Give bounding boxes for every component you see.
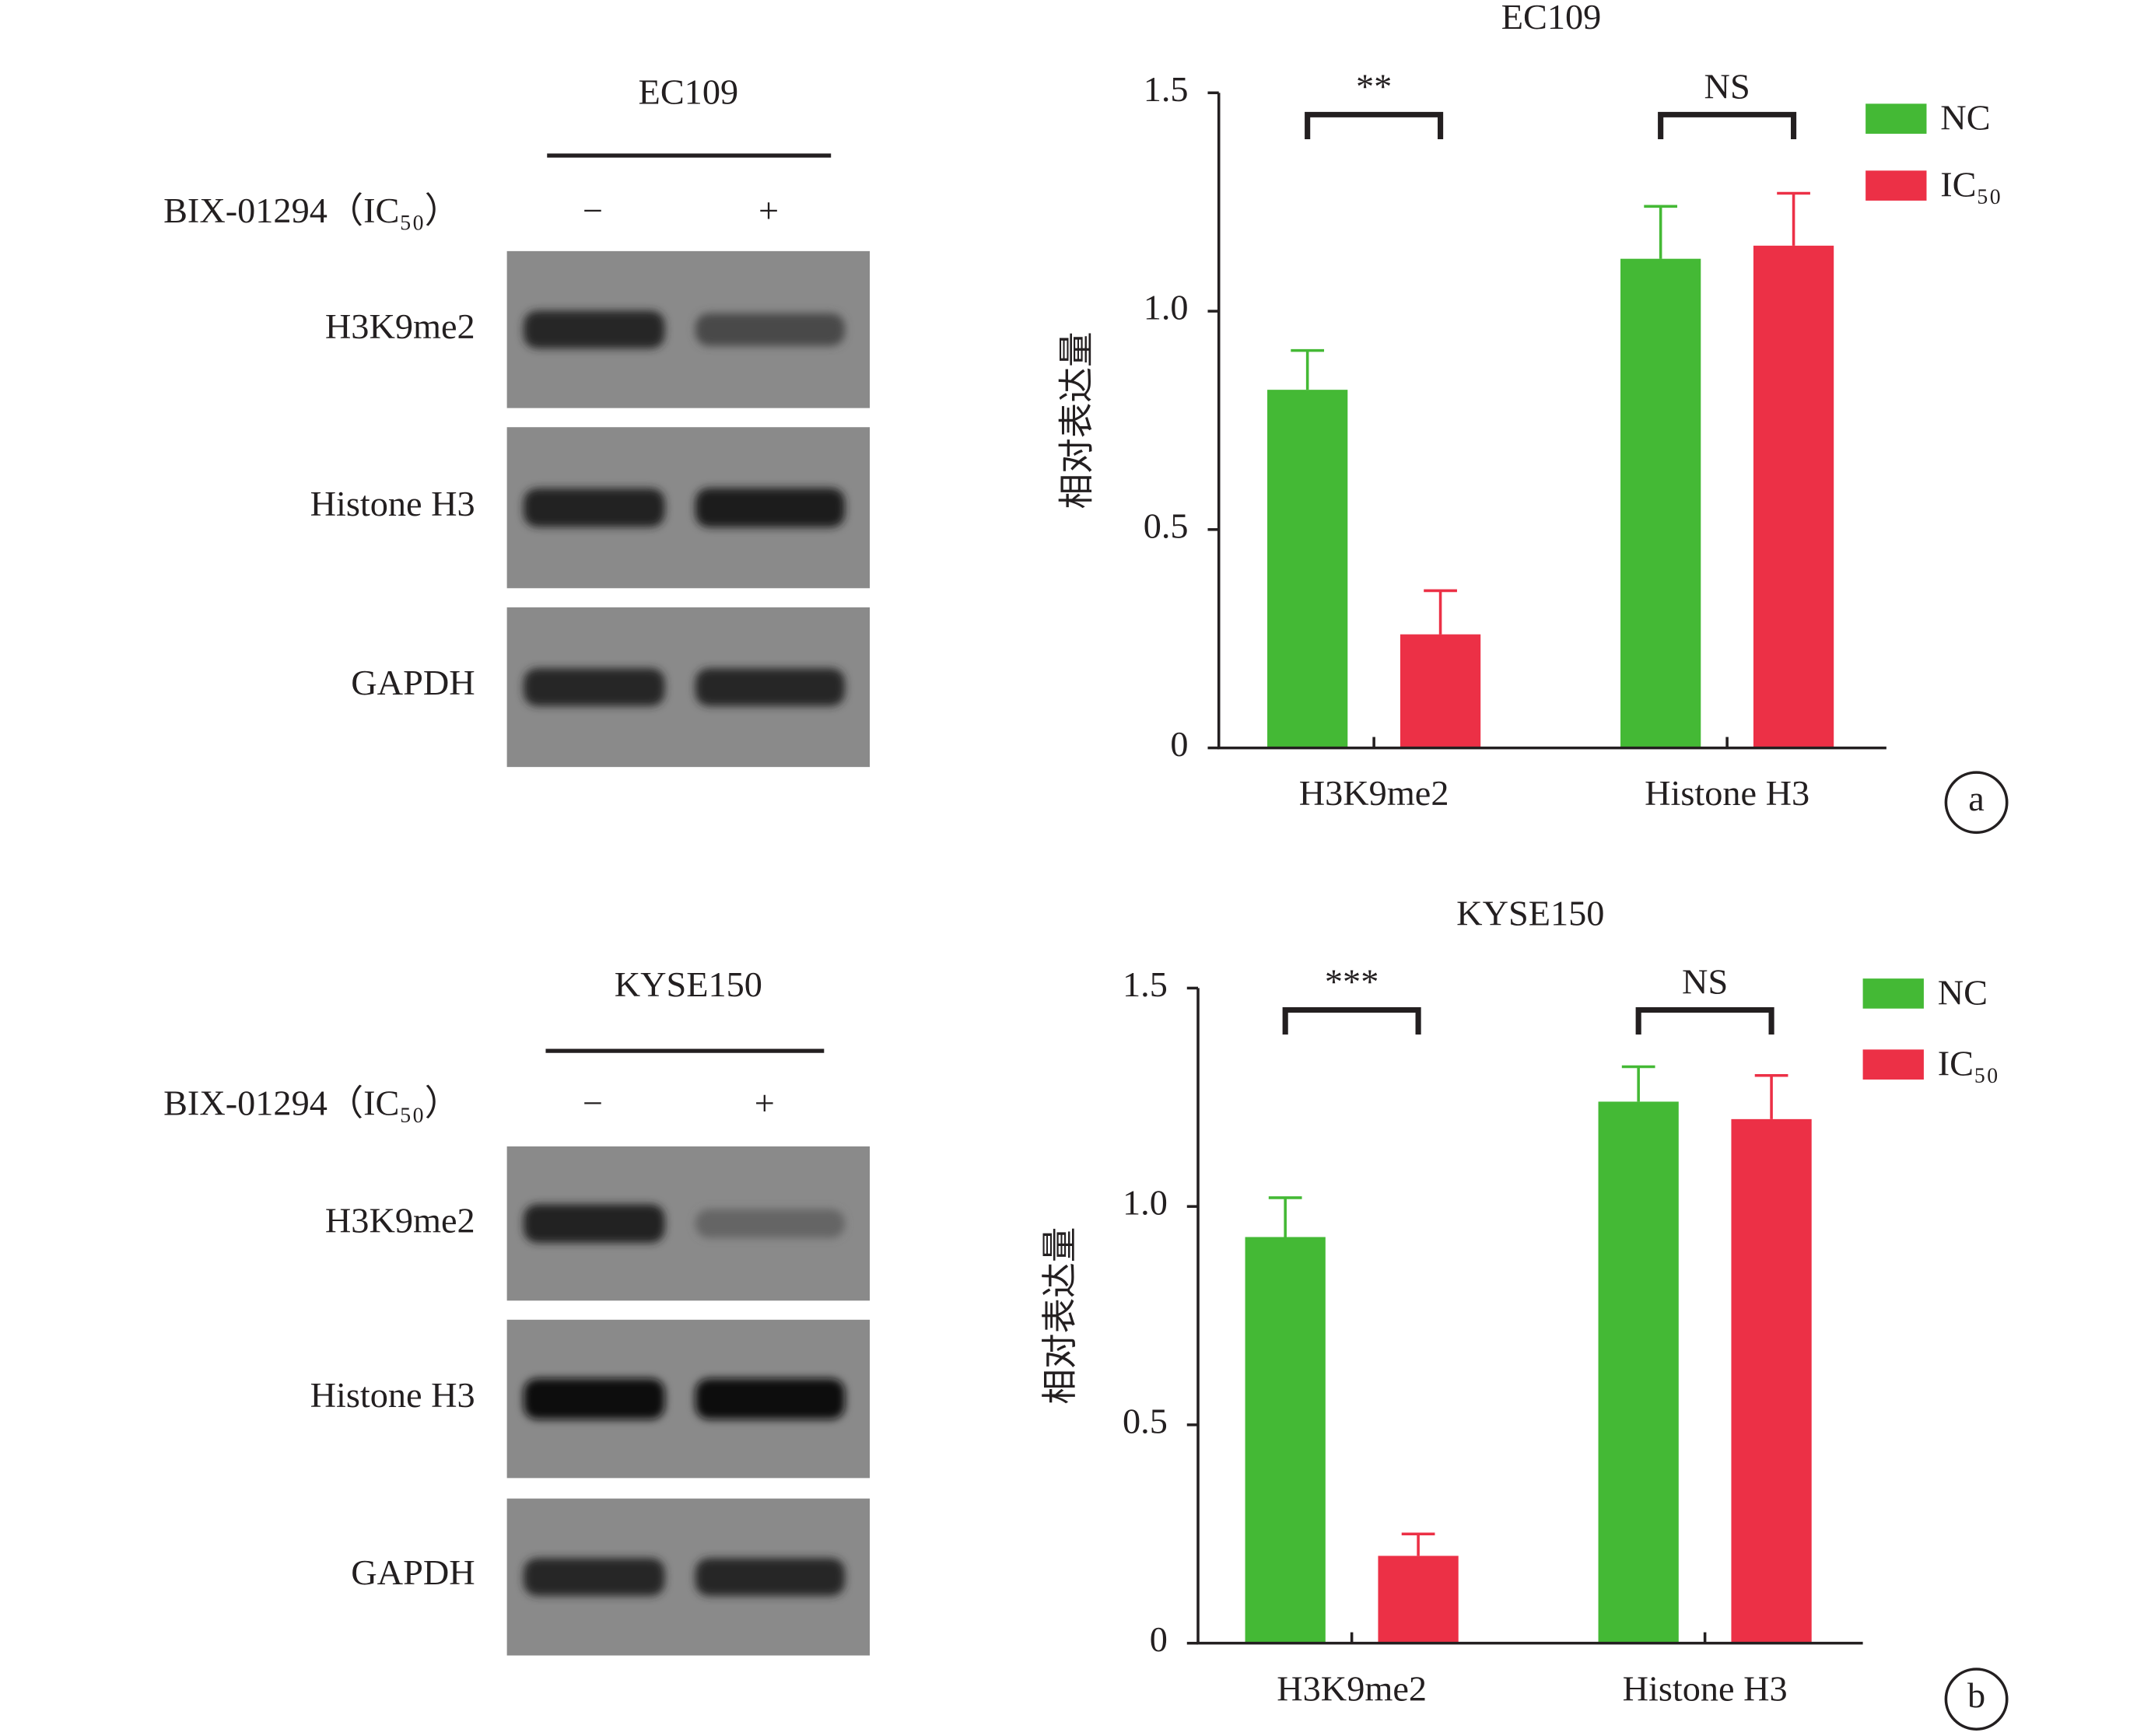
blot-band bbox=[695, 313, 846, 346]
blot-band bbox=[695, 1558, 846, 1596]
bar bbox=[1731, 1118, 1812, 1643]
blot-band bbox=[523, 1558, 665, 1596]
bar bbox=[1245, 1237, 1326, 1643]
error-bar bbox=[1424, 589, 1457, 635]
x-tick-label: H3K9me2 bbox=[1277, 1669, 1427, 1709]
error-bar bbox=[1401, 1532, 1435, 1556]
lane-sign: − bbox=[583, 191, 603, 230]
x-tick-label: Histone H3 bbox=[1623, 1669, 1788, 1709]
panel-circle bbox=[1944, 1668, 2009, 1731]
axes bbox=[1196, 988, 1863, 1645]
y-tick-label: 0 bbox=[1150, 1619, 1168, 1659]
chart-title: KYSE150 bbox=[1456, 894, 1604, 933]
y-tick-label: 1.5 bbox=[1144, 69, 1189, 109]
error-bar bbox=[1754, 1073, 1788, 1119]
blot-band bbox=[523, 668, 665, 706]
error-bar bbox=[1621, 1065, 1655, 1102]
bar bbox=[1400, 634, 1481, 748]
error-bar bbox=[1291, 348, 1325, 390]
lane-sign: + bbox=[755, 1083, 775, 1123]
treatment-label: BIX-01294（IC₅₀） bbox=[163, 191, 461, 230]
blot-band bbox=[523, 1204, 665, 1243]
bar bbox=[1620, 258, 1701, 748]
significance-bracket bbox=[1635, 1006, 1774, 1035]
lane-sign: − bbox=[583, 1083, 603, 1123]
blot-band bbox=[523, 310, 665, 348]
y-tick-label: 0.5 bbox=[1123, 1402, 1168, 1441]
blot-band bbox=[695, 668, 846, 706]
error-bar bbox=[1268, 1196, 1302, 1237]
significance-label: NS bbox=[1682, 962, 1728, 1002]
blot-band bbox=[695, 1378, 846, 1419]
band-label: GAPDH bbox=[351, 663, 475, 702]
significance-label: NS bbox=[1704, 67, 1750, 107]
band-label: Histone H3 bbox=[310, 485, 475, 524]
significance-bracket bbox=[1305, 111, 1444, 139]
legend-swatch bbox=[1862, 978, 1924, 1009]
band-label: H3K9me2 bbox=[325, 1201, 475, 1241]
error-bar bbox=[1644, 205, 1678, 259]
blot-band bbox=[695, 488, 846, 528]
bar bbox=[1267, 390, 1348, 748]
y-tick-label: 0.5 bbox=[1144, 506, 1189, 546]
error-bar bbox=[1777, 191, 1810, 246]
x-tick-label: H3K9me2 bbox=[1299, 774, 1449, 814]
panel-circle bbox=[1944, 771, 2009, 835]
lane-sign: + bbox=[758, 191, 779, 230]
treatment-label: BIX-01294（IC₅₀） bbox=[163, 1083, 461, 1123]
significance-label: ** bbox=[1356, 67, 1392, 107]
bar bbox=[1378, 1556, 1459, 1643]
band-label: Histone H3 bbox=[310, 1375, 475, 1415]
bar bbox=[1598, 1101, 1679, 1643]
bar bbox=[1753, 245, 1834, 748]
significance-bracket bbox=[1658, 111, 1797, 139]
blot-band bbox=[523, 1378, 665, 1419]
legend-label: NC bbox=[1940, 98, 1990, 138]
y-axis-label: 相对表达量 bbox=[1056, 331, 1096, 509]
band-label: H3K9me2 bbox=[325, 306, 475, 346]
legend-label: IC₅₀ bbox=[1940, 165, 2002, 205]
blot-title: KYSE150 bbox=[615, 964, 762, 1004]
panel-label: b bbox=[1967, 1675, 1985, 1715]
y-tick-label: 1.0 bbox=[1123, 1183, 1168, 1223]
legend-swatch bbox=[1865, 103, 1927, 134]
band-label: GAPDH bbox=[351, 1552, 475, 1592]
blot-band bbox=[695, 1209, 846, 1238]
significance-label: *** bbox=[1325, 962, 1379, 1002]
x-tick-label: Histone H3 bbox=[1645, 774, 1809, 814]
chart-title: EC109 bbox=[1501, 0, 1602, 37]
y-tick-label: 1.5 bbox=[1123, 964, 1168, 1004]
blot-band bbox=[523, 488, 665, 527]
legend-swatch bbox=[1862, 1049, 1924, 1080]
legend-label: IC₅₀ bbox=[1938, 1044, 1999, 1083]
significance-bracket bbox=[1282, 1006, 1421, 1035]
legend-label: NC bbox=[1938, 973, 1988, 1013]
y-axis-label: 相对表达量 bbox=[1040, 1227, 1080, 1405]
panel-label: a bbox=[1968, 779, 1985, 819]
y-tick-label: 0 bbox=[1170, 724, 1188, 764]
axes bbox=[1217, 93, 1887, 750]
y-tick-label: 1.0 bbox=[1144, 288, 1189, 327]
blot-title: EC109 bbox=[639, 72, 739, 112]
legend-swatch bbox=[1865, 170, 1927, 201]
